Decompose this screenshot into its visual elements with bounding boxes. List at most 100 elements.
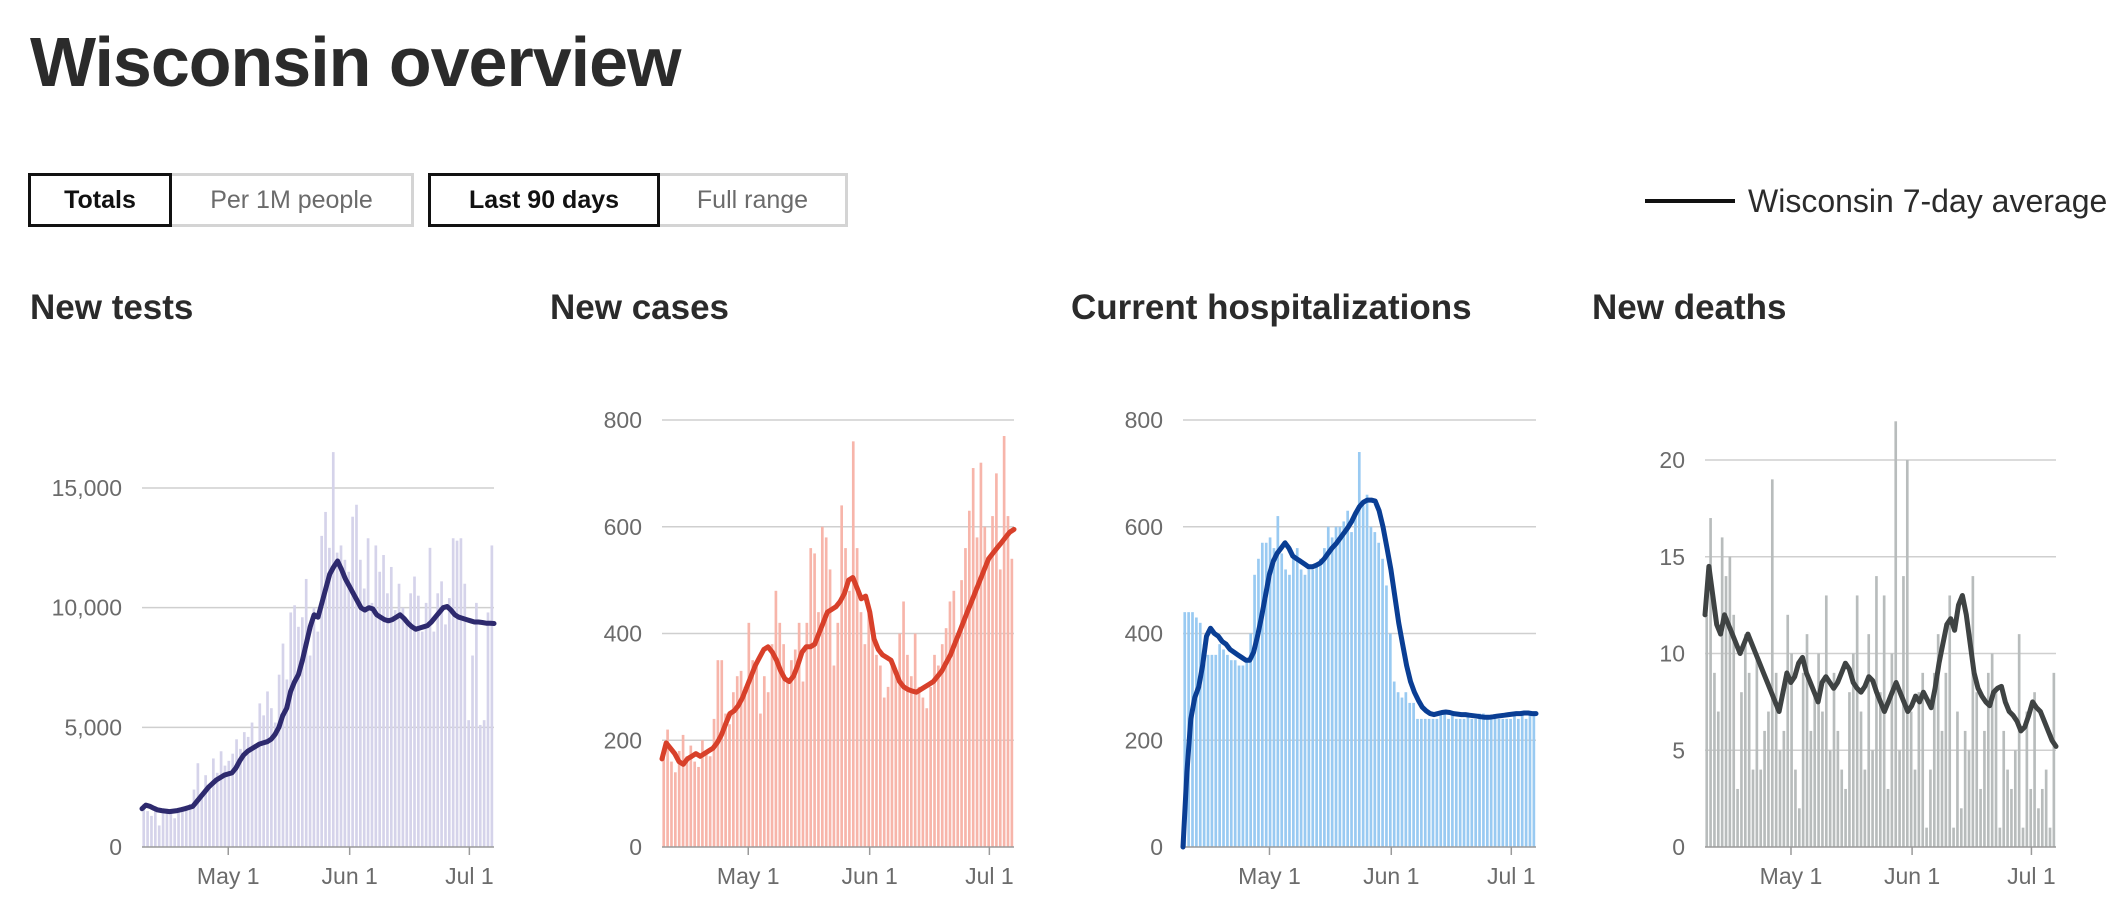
y-tick-label: 600 — [604, 514, 642, 540]
bar — [320, 535, 324, 847]
bar — [1790, 653, 1793, 847]
bar — [1844, 788, 1847, 847]
bar — [204, 775, 207, 847]
bar — [797, 622, 801, 847]
bar — [1485, 718, 1489, 847]
bar — [739, 670, 743, 847]
bar — [1759, 769, 1763, 847]
bar — [937, 665, 940, 847]
bar — [967, 510, 971, 847]
bar — [1998, 827, 2002, 847]
bar — [1956, 711, 1959, 847]
bar — [1959, 808, 1963, 847]
bar — [1813, 692, 1817, 847]
bar — [1311, 569, 1315, 847]
bar — [979, 462, 983, 847]
bar — [948, 601, 952, 847]
bar — [832, 665, 836, 847]
bar — [1963, 730, 1967, 847]
bar — [1994, 692, 1998, 847]
bar — [1952, 827, 1955, 847]
legend-label: Wisconsin 7-day average — [1748, 182, 2108, 219]
per-1m-toggle[interactable]: Per 1M people — [172, 173, 414, 227]
bar — [2017, 634, 2021, 847]
bar — [351, 516, 354, 847]
bar — [459, 538, 463, 847]
x-tick-label: May 1 — [197, 863, 260, 889]
bar — [455, 540, 459, 847]
bar — [289, 612, 293, 847]
bar — [463, 583, 467, 847]
bar — [712, 718, 716, 847]
bar — [486, 612, 490, 847]
bar — [401, 607, 405, 847]
last-90-days-toggle[interactable]: Last 90 days — [428, 173, 660, 227]
bar — [223, 765, 227, 847]
bar — [359, 559, 362, 847]
bar — [735, 676, 739, 847]
bar — [1990, 653, 1994, 847]
bar — [909, 676, 913, 847]
x-tick-label: Jul 1 — [1487, 863, 1536, 889]
bar — [1805, 634, 1809, 847]
bar — [312, 607, 316, 847]
bar — [169, 813, 173, 847]
bar — [1361, 505, 1365, 847]
bar — [1836, 730, 1840, 847]
x-tick-label: Jun 1 — [842, 863, 898, 889]
bar — [952, 590, 956, 847]
bar — [902, 601, 905, 847]
bar — [1229, 660, 1233, 847]
bar — [1944, 672, 1948, 847]
bar — [1264, 542, 1268, 847]
bar — [1909, 711, 1913, 847]
x-tick-label: Jul 1 — [965, 863, 1014, 889]
bar — [782, 644, 785, 847]
bar — [1292, 558, 1295, 847]
bar — [386, 593, 389, 847]
bar — [1713, 672, 1716, 847]
bar — [1871, 750, 1874, 847]
bar — [1936, 634, 1940, 847]
bar — [886, 686, 890, 847]
totals-toggle[interactable]: Totals — [28, 173, 172, 227]
bar — [828, 569, 832, 847]
bar — [444, 624, 447, 847]
bar — [258, 703, 262, 847]
bar — [273, 722, 277, 847]
bar — [1381, 558, 1384, 847]
bar — [743, 686, 747, 847]
bar — [689, 745, 693, 847]
full-range-toggle[interactable]: Full range — [660, 173, 848, 227]
bar — [1365, 494, 1369, 847]
bar — [447, 598, 451, 847]
bar — [1288, 574, 1291, 847]
bar — [987, 558, 990, 847]
bar — [2029, 788, 2033, 847]
bar — [328, 547, 331, 847]
x-tick-label: May 1 — [1760, 863, 1823, 889]
bar — [1878, 692, 1882, 847]
bar — [397, 583, 401, 847]
bar — [1528, 713, 1532, 847]
bar — [1913, 769, 1917, 847]
bar — [1532, 713, 1536, 847]
bar — [378, 571, 382, 847]
bar — [1859, 711, 1863, 847]
bar — [1743, 634, 1747, 847]
bar — [836, 622, 840, 847]
metric-toggle: Totals Per 1M people — [28, 173, 414, 227]
bar — [824, 537, 828, 847]
bar — [894, 670, 898, 847]
bar — [1323, 548, 1326, 847]
bar — [1986, 672, 1990, 847]
bar — [2033, 692, 2036, 847]
bar — [366, 538, 370, 847]
bar — [820, 526, 824, 847]
bar — [355, 504, 358, 847]
bar — [1404, 692, 1408, 847]
chart-title-new-cases: New cases — [550, 288, 730, 327]
bar — [1451, 713, 1454, 847]
y-tick-label: 10 — [1659, 641, 1685, 667]
chart-title-new-deaths: New deaths — [1592, 288, 1787, 327]
